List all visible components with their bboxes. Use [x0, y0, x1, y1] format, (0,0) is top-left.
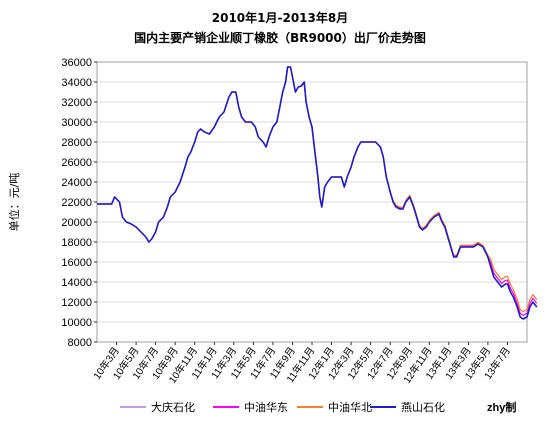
legend-label-3: 中油华北	[328, 400, 372, 414]
y-tick-label: 28000	[61, 137, 92, 149]
y-tick-label: 10000	[61, 317, 92, 329]
y-tick-label: 20000	[61, 217, 92, 229]
legend-label-4: 燕山石化	[401, 400, 445, 414]
y-tick-label: 36000	[61, 57, 92, 69]
legend-label-2: 中油华东	[244, 400, 288, 414]
series-line-4	[97, 66, 538, 320]
chart-title-line2: 国内主要产销企业顺丁橡胶（BR9000）出厂价走势图	[134, 30, 426, 45]
series-lines	[97, 66, 538, 320]
legend: 大庆石化 中油华东 中油华北 燕山石化	[120, 400, 445, 414]
y-axis-ticks: 8000 10000 12000 14000 16000 18000 20000 22000 2…	[61, 57, 97, 349]
credit: zhy制	[487, 400, 516, 414]
x-axis-ticks: 10年3月10年5月10年7月10年9月10年11月11年1月11年3月11年5…	[90, 342, 513, 386]
y-tick-label: 34000	[61, 77, 92, 89]
chart-title-line1: 2010年1月-2013年8月	[212, 10, 348, 25]
y-tick-label: 32000	[61, 97, 92, 109]
y-axis-label: 单位：元/吨	[7, 173, 21, 232]
grid	[97, 81, 527, 323]
y-tick-label: 8000	[68, 337, 92, 349]
y-tick-label: 26000	[61, 157, 92, 169]
y-tick-label: 24000	[61, 177, 92, 189]
y-tick-label: 12000	[61, 297, 92, 309]
y-tick-label: 16000	[61, 257, 92, 269]
y-tick-label: 14000	[61, 277, 92, 289]
y-tick-label: 18000	[61, 237, 92, 249]
y-tick-label: 30000	[61, 117, 92, 129]
y-tick-label: 22000	[61, 197, 92, 209]
legend-label-1: 大庆石化	[151, 400, 195, 414]
